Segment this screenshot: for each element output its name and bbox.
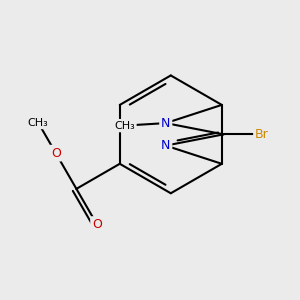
Text: CH₃: CH₃ (114, 121, 135, 130)
Text: N: N (161, 139, 170, 152)
Text: O: O (51, 147, 61, 160)
Text: CH₃: CH₃ (28, 118, 49, 128)
Text: N: N (161, 117, 170, 130)
Text: O: O (92, 218, 102, 231)
Text: Br: Br (255, 128, 269, 141)
